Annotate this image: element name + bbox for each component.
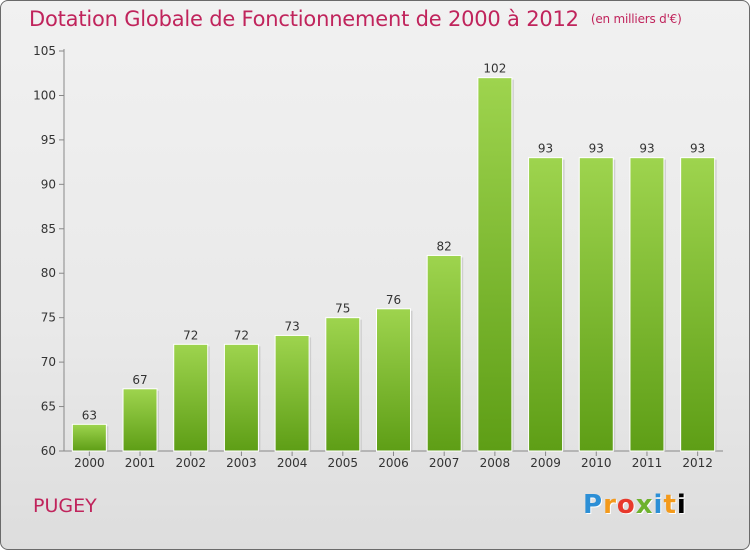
data-label: 72 — [183, 328, 198, 342]
x-tick-label: 2009 — [530, 456, 561, 470]
x-axis: 2000 2001 2002 2003 2004 2005 2006 2007 2008 2009… — [64, 450, 723, 470]
x-tick-label: 2012 — [682, 456, 713, 470]
x-tick-label: 2007 — [429, 456, 460, 470]
data-label: 75 — [335, 302, 350, 316]
y-tick-label: 65 — [41, 400, 56, 414]
data-label: 72 — [234, 328, 249, 342]
y-tick-label: 60 — [41, 444, 56, 458]
chart-unit: (en milliers d'€) — [590, 12, 682, 26]
bar — [325, 317, 361, 452]
data-label: 93 — [639, 142, 654, 156]
data-label: 93 — [538, 142, 553, 156]
x-tick-label: 2010 — [581, 456, 612, 470]
bar — [376, 308, 411, 452]
x-tick-label: 2003 — [226, 456, 257, 470]
data-label: 102 — [483, 62, 506, 76]
brand-letter: P — [583, 490, 604, 520]
data-label: 93 — [690, 142, 705, 156]
bar — [426, 254, 462, 452]
bar — [274, 334, 310, 452]
bar — [173, 343, 209, 452]
bar — [122, 388, 158, 452]
bar — [680, 157, 716, 452]
x-tick-label: 2005 — [328, 456, 359, 470]
y-tick-label: 80 — [41, 266, 56, 280]
commune-name: PUGEY — [33, 495, 97, 517]
chart-title: Dotation Globale de Fonctionnement de 20… — [29, 7, 682, 31]
y-tick-label: 90 — [41, 177, 56, 191]
x-tick-label: 2001 — [125, 456, 156, 470]
y-tick-label: 105 — [33, 44, 56, 58]
x-tick-label: 2011 — [632, 456, 663, 470]
bar — [223, 343, 259, 452]
bar — [629, 157, 665, 452]
bar — [71, 423, 107, 452]
brand-letter: i — [676, 490, 687, 520]
y-tick-label: 100 — [33, 88, 56, 102]
x-tick-label: 2000 — [74, 456, 105, 470]
data-label: 76 — [386, 293, 401, 307]
x-tick-label: 2002 — [175, 456, 206, 470]
x-tick-label: 2006 — [378, 456, 409, 470]
data-label: 82 — [437, 239, 452, 253]
brand-letter: r — [603, 490, 617, 520]
brand-letter: i — [653, 490, 664, 520]
bar — [578, 157, 614, 452]
data-labels-group: 63 67 72 72 73 75 76 82 102 93 93 93 93 — [82, 62, 706, 423]
y-axis: 60 65 70 75 80 85 90 95 100 105 — [33, 44, 65, 458]
y-tick-label: 75 — [41, 311, 56, 325]
brand-letter: o — [616, 490, 636, 520]
brand-letter: t — [663, 490, 677, 520]
data-label: 93 — [589, 142, 604, 156]
y-tick-label: 85 — [41, 222, 56, 236]
bars-group — [71, 77, 717, 452]
brand-letter: x — [635, 490, 654, 520]
x-tick-label: 2008 — [480, 456, 511, 470]
data-label: 67 — [132, 373, 147, 387]
y-tick-label: 95 — [41, 133, 56, 147]
brand-logo: Proxiti — [583, 490, 687, 520]
chart-title-text: Dotation Globale de Fonctionnement de 20… — [29, 7, 579, 31]
bar — [477, 77, 513, 452]
bar — [528, 157, 564, 452]
data-label: 63 — [82, 408, 97, 422]
data-label: 73 — [284, 319, 299, 333]
y-tick-label: 70 — [41, 355, 56, 369]
x-tick-label: 2004 — [277, 456, 308, 470]
